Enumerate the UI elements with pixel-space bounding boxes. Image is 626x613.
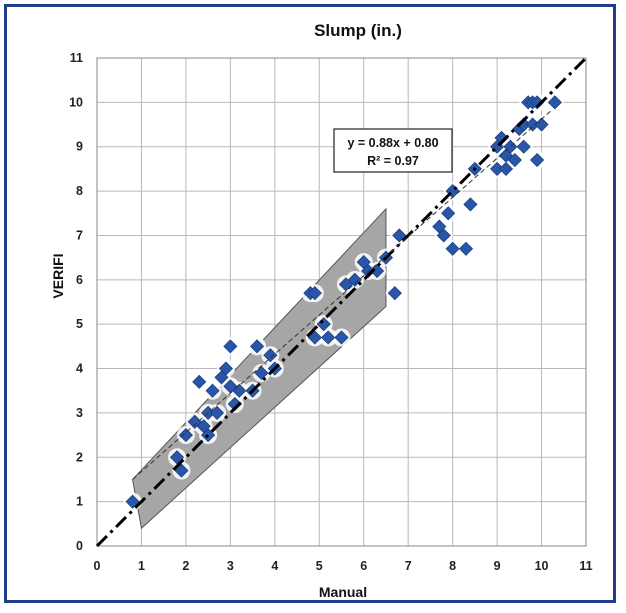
data-point [254,365,269,381]
y-tick-label: 11 [70,51,83,65]
x-tick-label: 0 [94,559,101,573]
data-point [321,330,336,345]
r-squared-text: R² = 0.97 [367,154,419,168]
data-point [530,152,545,168]
data-point [441,206,456,221]
data-point [507,152,522,168]
x-tick-label: 9 [494,559,501,573]
data-point [205,383,220,398]
data-point [178,428,193,443]
y-tick-label: 8 [76,184,83,198]
data-point [223,339,238,354]
tick-labels: 0 1 2 3 4 5 6 7 8 9 10 11 0 1 2 3 4 5 6 7 8 9 10 11 [69,51,593,573]
y-tick-label: 10 [69,95,83,109]
data-point [307,286,322,301]
y-tick-label: 1 [76,495,83,509]
data-point [463,197,478,212]
data-point [263,348,278,363]
trendline [132,110,551,480]
x-tick-label: 4 [271,559,278,573]
equation-box-border [333,128,453,173]
y-tick-label: 3 [76,406,83,420]
equation-box: y = 0.88x + 0.80 R² = 0.97 [333,128,453,173]
x-tick-label: 2 [182,559,189,573]
y-tick-label: 9 [76,140,83,154]
data-point [387,286,402,301]
y-tick-label: 0 [76,539,83,553]
y-tick-label: 2 [76,450,83,464]
data-point [516,139,531,154]
equality-line [95,56,588,548]
data-point [209,405,225,420]
x-tick-label: 10 [535,559,549,573]
data-point [187,414,202,429]
x-tick-label: 1 [138,559,145,573]
y-tick-label: 6 [76,273,83,287]
y-tick-label: 5 [76,317,83,331]
data-point [530,95,545,110]
y-tick-label: 7 [76,228,83,242]
data-point [232,383,247,398]
fit-lines [95,56,588,548]
x-tick-label: 7 [405,559,412,573]
data-point [458,241,474,256]
equation-text: y = 0.88x + 0.80 [347,136,438,150]
data-point [445,241,460,256]
data-point [547,95,562,110]
x-tick-label: 6 [360,559,367,573]
data-point [169,450,185,465]
data-point [201,428,216,443]
data-point [498,161,514,176]
data-point [192,374,207,389]
x-tick-label: 11 [579,559,592,573]
data-point [218,361,233,376]
plot-area-border [96,57,587,547]
data-point [174,463,189,478]
data-point [125,494,140,509]
x-axis-label: Manual [319,584,367,600]
x-tick-label: 5 [316,559,323,573]
data-point [249,339,265,354]
data-point [334,330,349,345]
data-point [392,228,407,243]
data-point [307,330,322,345]
data-point [347,272,362,287]
y-axis-label: VERIFI [50,253,66,298]
x-tick-label: 8 [449,559,456,573]
chart-title: Slump (in.) [314,21,402,40]
x-tick-label: 3 [227,559,234,573]
y-tick-label: 4 [76,362,83,376]
data-point [436,228,451,243]
